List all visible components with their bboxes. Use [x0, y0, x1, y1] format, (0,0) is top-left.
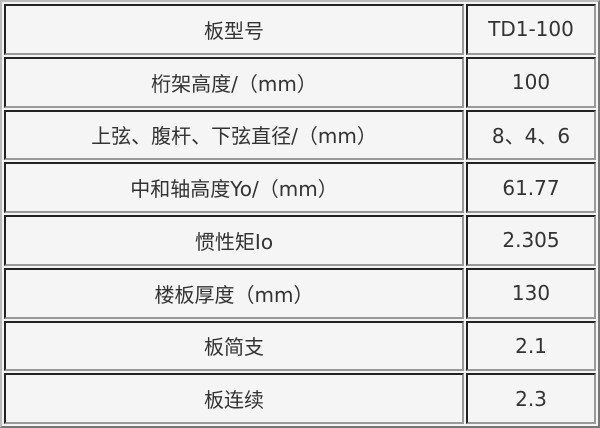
row-label: 惯性矩Io	[4, 215, 464, 266]
table-row: 板连续 2.3	[4, 373, 596, 424]
row-value: 2.3	[466, 373, 596, 424]
row-label: 上弦、腹杆、下弦直径/（mm）	[4, 109, 464, 161]
table-row: 桁架高度/（mm） 100	[4, 56, 596, 108]
row-label: 楼板厚度（mm）	[4, 267, 464, 319]
row-value: 100	[466, 56, 596, 108]
row-label: 板连续	[4, 373, 464, 424]
row-value: 8、4、6	[466, 109, 596, 161]
row-value: 130	[466, 267, 596, 319]
table-row: 板型号 TD1-100	[4, 4, 596, 55]
row-value: 2.1	[466, 320, 596, 372]
row-label: 板简支	[4, 320, 464, 372]
table-row: 惯性矩Io 2.305	[4, 215, 596, 266]
table-row: 楼板厚度（mm） 130	[4, 267, 596, 319]
table-row: 板简支 2.1	[4, 320, 596, 372]
row-value: 2.305	[466, 215, 596, 266]
row-label: 中和轴高度Yo/（mm）	[4, 162, 464, 213]
table-row: 中和轴高度Yo/（mm） 61.77	[4, 162, 596, 213]
row-value: TD1-100	[466, 4, 596, 55]
row-value: 61.77	[466, 162, 596, 213]
row-label: 板型号	[4, 4, 464, 55]
table-row: 上弦、腹杆、下弦直径/（mm） 8、4、6	[4, 109, 596, 161]
row-label: 桁架高度/（mm）	[4, 56, 464, 108]
